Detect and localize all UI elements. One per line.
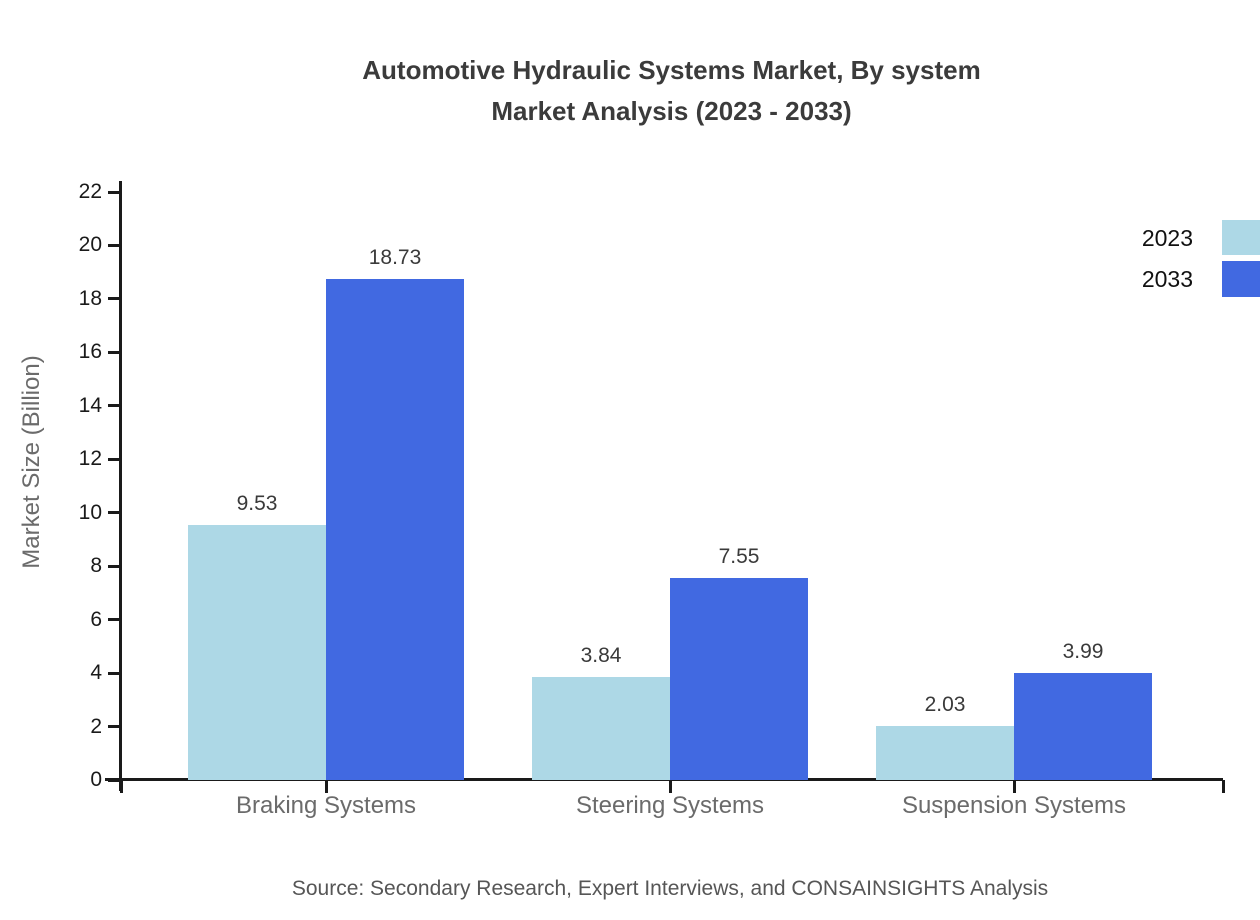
y-tick-label: 22 [78, 180, 102, 203]
legend-label-2023: 2023 [1141, 225, 1193, 251]
y-tick [108, 457, 121, 461]
bar-value-label: 9.53 [236, 492, 278, 516]
chart-title-line2: Market Analysis (2023 - 2033) [491, 96, 852, 126]
y-tick [108, 618, 121, 622]
bar-2023-braking-systems [188, 525, 326, 780]
x-tick [1221, 780, 1225, 793]
y-tick [108, 297, 121, 301]
y-tick-label: 8 [90, 554, 102, 578]
y-tick-label: 4 [90, 661, 102, 685]
y-tick [108, 350, 121, 354]
y-tick [108, 190, 121, 194]
y-tick-label: 0 [90, 768, 102, 791]
y-tick-label: 6 [90, 607, 102, 631]
y-tick-label: 2 [90, 714, 102, 738]
category-label: Suspension Systems [901, 792, 1127, 819]
y-tick-label: 18 [78, 286, 102, 310]
legend-swatch-2033 [1222, 261, 1260, 297]
legend-swatch-2023 [1222, 220, 1260, 255]
bar-value-label: 18.73 [368, 246, 422, 270]
y-tick [108, 725, 121, 729]
bar-2033-braking-systems [326, 279, 464, 780]
bar-value-label: 7.55 [718, 545, 760, 569]
y-tick [108, 778, 121, 782]
y-tick [108, 564, 121, 568]
bar-2033-steering-systems [670, 578, 808, 780]
category-label: Steering Systems [575, 792, 765, 819]
chart-title-line1: Automotive Hydraulic Systems Market, By … [362, 55, 981, 85]
y-tick-label: 20 [78, 233, 102, 257]
y-axis-spine [119, 181, 122, 791]
bar-value-label: 3.84 [580, 644, 622, 668]
y-tick [108, 243, 121, 247]
bar-value-label: 3.99 [1062, 640, 1104, 664]
bar-2033-suspension-systems [1014, 673, 1152, 780]
chart-title: Automotive Hydraulic Systems Market, By … [120, 50, 1223, 132]
source-note: Source: Secondary Research, Expert Inter… [291, 877, 1049, 900]
category-label: Braking Systems [235, 792, 417, 819]
bar-2023-suspension-systems [876, 725, 1014, 780]
legend-label-2033: 2033 [1141, 266, 1193, 292]
y-tick-label: 10 [78, 500, 102, 524]
y-tick-label: 14 [78, 393, 102, 417]
x-tick [668, 780, 672, 793]
bar-value-label: 2.03 [924, 692, 966, 716]
x-tick [324, 780, 328, 793]
y-tick-label: 16 [78, 340, 102, 364]
y-tick [108, 671, 121, 675]
y-tick [108, 404, 121, 408]
x-tick [1012, 780, 1016, 793]
y-tick [108, 511, 121, 515]
x-tick [119, 780, 123, 793]
y-tick-label: 12 [78, 447, 102, 471]
bar-2023-steering-systems [532, 677, 670, 780]
